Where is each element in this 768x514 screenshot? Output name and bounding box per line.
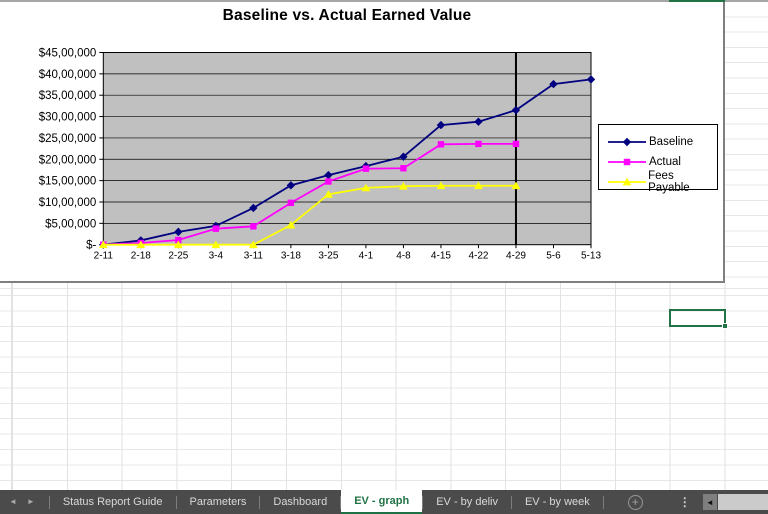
sheet-tab-ev-by-deliv[interactable]: EV - by deliv [436,496,498,508]
chart-legend: Baseline Actual Fees Payable [598,124,718,194]
legend-entry: Fees Payable [606,170,717,194]
column-header-strip [0,0,768,3]
legend-label: Fees Payable [648,170,690,194]
svg-text:3-4: 3-4 [209,251,224,262]
square-marker-icon [608,158,646,166]
sheet-tab-bar: ◄ ► Status Report Guide Parameters Dashboa… [0,490,768,514]
svg-text:5-13: 5-13 [581,251,601,262]
tab-separator [510,495,512,509]
tabs-scroll-right-icon[interactable]: ► [26,497,35,506]
svg-text:$10,00,000: $10,00,000 [39,197,97,209]
add-sheet-icon[interactable]: + [627,494,643,510]
svg-text:5-6: 5-6 [546,251,561,262]
sheet-tab-ev-graph[interactable]: EV - graph [341,490,423,514]
tabs-scroll-left-icon[interactable]: ◄ [9,497,17,506]
tab-separator [259,495,261,509]
svg-text:$40,00,000: $40,00,000 [39,69,97,81]
svg-text:4-8: 4-8 [396,251,411,262]
tab-separator [340,495,342,509]
svg-text:$15,00,000: $15,00,000 [39,176,97,188]
sheet-tab-status-report-guide[interactable]: Status Report Guide [62,496,163,508]
svg-text:4-15: 4-15 [431,251,451,262]
tab-separator [602,495,604,509]
legend-label: Baseline [649,136,694,148]
svg-text:2-18: 2-18 [131,251,151,262]
svg-text:$45,00,000: $45,00,000 [39,48,97,60]
triangle-marker-icon [608,177,646,186]
legend-label: Actual [649,156,681,168]
legend-entry: Baseline [606,132,717,152]
svg-text:2-11: 2-11 [94,251,114,262]
svg-text:3-11: 3-11 [244,251,264,262]
svg-text:$25,00,000: $25,00,000 [39,133,97,145]
tab-separator [48,495,50,509]
selected-cell[interactable] [669,309,728,329]
svg-text:$5,00,000: $5,00,000 [45,218,96,230]
sheet-tabs: Status Report Guide Parameters Dashboard EV… [50,490,603,514]
legend-entry: Actual [606,152,717,172]
tab-separator [422,495,424,509]
svg-text:3-25: 3-25 [318,251,338,262]
sheet-tab-ev-by-week[interactable]: EV - by week [524,496,590,508]
sheet-tab-dashboard[interactable]: Dashboard [273,496,328,508]
scroll-left-icon[interactable]: ◄ [702,494,717,510]
svg-text:4-1: 4-1 [359,251,374,262]
earned-value-chart[interactable]: $- $5,00,000 $10,00,000 $15,00,000 $20,00,00… [0,2,725,283]
chart-plot-area: $- $5,00,000 $10,00,000 $15,00,000 $20,00,00… [39,48,602,262]
fill-handle[interactable] [722,323,728,329]
svg-text:3-18: 3-18 [281,251,301,262]
sheet-tab-parameters[interactable]: Parameters [189,496,247,508]
selected-column-indicator [669,0,725,3]
sheet-grid-bottom[interactable] [0,283,768,490]
svg-text:2-25: 2-25 [168,251,188,262]
horizontal-scrollbar: ◄ [702,490,768,514]
svg-text:$30,00,000: $30,00,000 [39,112,97,124]
svg-text:4-29: 4-29 [506,251,526,262]
svg-text:4-22: 4-22 [468,251,488,262]
svg-text:$20,00,000: $20,00,000 [39,154,97,166]
tab-separator [175,495,177,509]
diamond-marker-icon [608,137,646,147]
scrollbar-thumb[interactable] [717,494,768,510]
more-sheets-icon[interactable]: ⋮ [678,495,691,509]
chart-title: Baseline vs. Actual Earned Value [222,7,472,24]
svg-text:$35,00,000: $35,00,000 [39,90,97,102]
svg-text:$-: $- [86,240,96,252]
tab-navigation: ◄ ► [0,490,49,514]
